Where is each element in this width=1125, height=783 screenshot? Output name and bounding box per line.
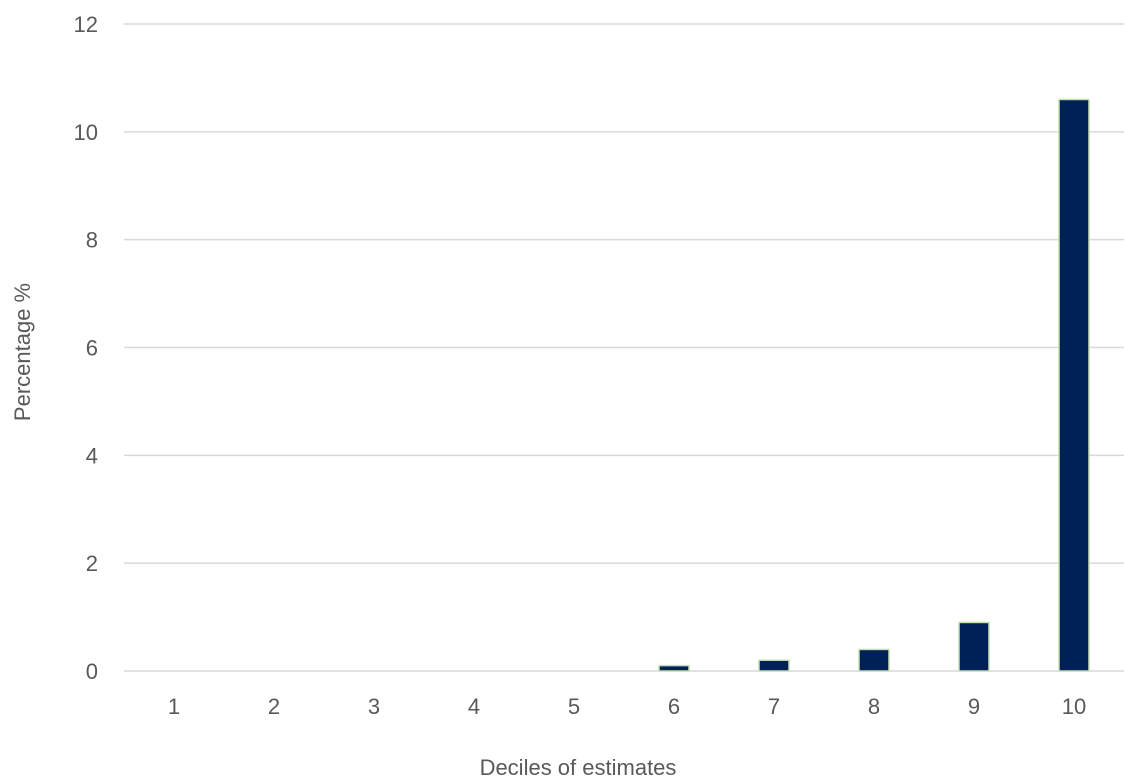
- x-tick-label: 7: [768, 694, 780, 719]
- bars: [658, 98, 1090, 672]
- bar-decile-9: [958, 621, 990, 672]
- y-axis-ticks: 0 2 4 6 8 10 12: [74, 12, 98, 684]
- y-tick-label: 6: [86, 336, 98, 361]
- y-tick-label: 2: [86, 551, 98, 576]
- bar-decile-10: [1058, 98, 1090, 672]
- x-tick-label: 10: [1062, 694, 1086, 719]
- bar-decile-8: [858, 648, 890, 672]
- x-tick-label: 8: [868, 694, 880, 719]
- bar-decile-7: [758, 659, 790, 672]
- y-tick-label: 12: [74, 12, 98, 37]
- x-tick-label: 4: [468, 694, 480, 719]
- y-tick-label: 0: [86, 659, 98, 684]
- x-tick-label: 2: [268, 694, 280, 719]
- y-tick-label: 8: [86, 228, 98, 253]
- gridlines: [124, 23, 1124, 672]
- x-axis-title: Deciles of estimates: [480, 755, 677, 780]
- x-axis-ticks: 1 2 3 4 5 6 7 8 9 10: [168, 694, 1086, 719]
- y-axis-title: Percentage %: [10, 283, 35, 421]
- x-tick-label: 5: [568, 694, 580, 719]
- y-tick-label: 10: [74, 120, 98, 145]
- bar-decile-6: [658, 664, 690, 672]
- x-tick-label: 9: [968, 694, 980, 719]
- x-tick-label: 1: [168, 694, 180, 719]
- x-tick-label: 6: [668, 694, 680, 719]
- x-tick-label: 3: [368, 694, 380, 719]
- y-tick-label: 4: [86, 443, 98, 468]
